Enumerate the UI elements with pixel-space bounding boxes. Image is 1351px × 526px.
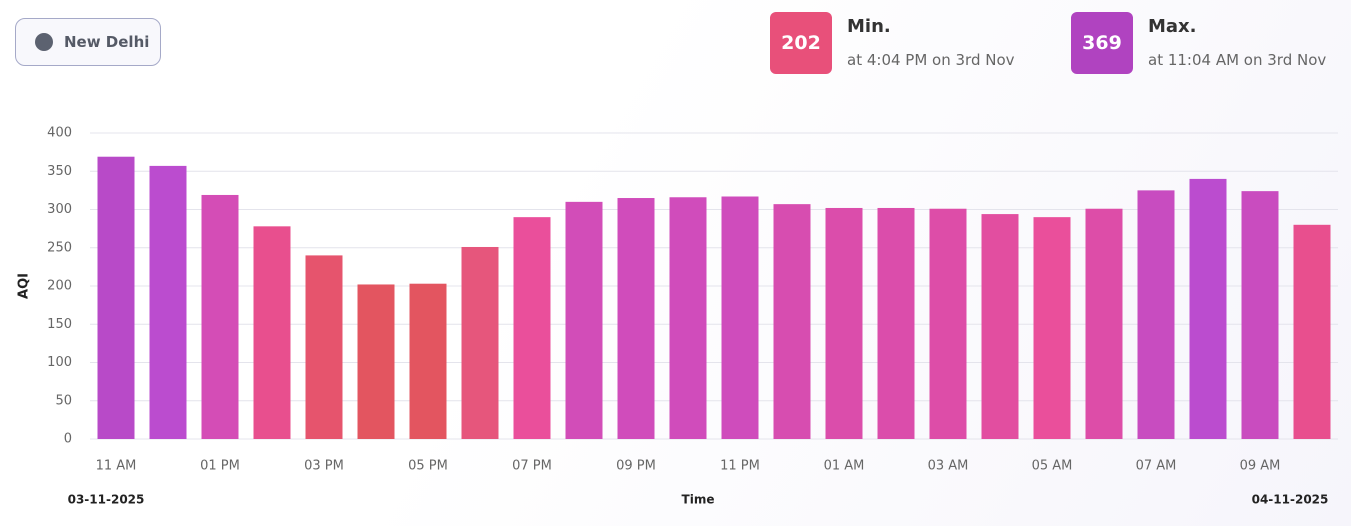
bar bbox=[1241, 191, 1279, 439]
y-axis-label: AQI bbox=[17, 273, 32, 299]
bar bbox=[357, 284, 395, 439]
y-tick-label: 0 bbox=[64, 432, 72, 447]
y-tick-label: 50 bbox=[55, 393, 72, 408]
location-button[interactable]: New Delhi bbox=[15, 18, 161, 66]
x-tick-label: 11 AM bbox=[96, 459, 137, 474]
bar bbox=[877, 207, 915, 439]
x-tick-label: 07 AM bbox=[1136, 459, 1177, 474]
location-dot bbox=[35, 33, 53, 51]
y-tick-label: 350 bbox=[47, 164, 72, 179]
bar bbox=[97, 156, 135, 439]
min-detail: at 4:04 PM on 3rd Nov bbox=[847, 51, 1015, 69]
bar bbox=[981, 214, 1019, 439]
bar bbox=[1085, 208, 1123, 439]
bar bbox=[565, 201, 603, 439]
min-stat: 202 Min. at 4:04 PM on 3rd Nov bbox=[770, 12, 1015, 74]
x-axis-label: Time bbox=[682, 493, 715, 507]
y-tick-label: 250 bbox=[47, 240, 72, 255]
bar bbox=[773, 204, 811, 439]
bar bbox=[201, 194, 239, 439]
bar bbox=[305, 255, 343, 439]
bar bbox=[409, 283, 447, 439]
bar bbox=[1189, 178, 1227, 439]
x-tick-label: 11 PM bbox=[720, 459, 760, 474]
bar bbox=[669, 197, 707, 439]
y-tick-label: 400 bbox=[47, 126, 72, 141]
x-tick-label: 03 PM bbox=[304, 459, 344, 474]
y-tick-label: 100 bbox=[47, 355, 72, 370]
bar bbox=[617, 198, 655, 439]
max-stat: 369 Max. at 11:04 AM on 3rd Nov bbox=[1071, 12, 1326, 74]
bar bbox=[1293, 224, 1331, 439]
y-tick-label: 300 bbox=[47, 202, 72, 217]
x-tick-label: 01 AM bbox=[824, 459, 865, 474]
bar bbox=[149, 165, 187, 439]
max-badge: 369 bbox=[1071, 12, 1133, 74]
location-name: New Delhi bbox=[64, 33, 150, 51]
x-tick-label: 05 PM bbox=[408, 459, 448, 474]
x-tick-label: 07 PM bbox=[512, 459, 552, 474]
bar bbox=[1033, 217, 1071, 439]
bar bbox=[929, 208, 967, 439]
min-label: Min. bbox=[847, 16, 891, 37]
max-detail: at 11:04 AM on 3rd Nov bbox=[1148, 51, 1327, 69]
x-tick-label: 05 AM bbox=[1032, 459, 1073, 474]
bar bbox=[253, 226, 291, 439]
end-date: 04-11-2025 bbox=[1252, 493, 1329, 507]
start-date: 03-11-2025 bbox=[68, 493, 145, 507]
max-label: Max. bbox=[1148, 16, 1197, 37]
x-tick-label: 09 PM bbox=[616, 459, 656, 474]
bar bbox=[825, 207, 863, 439]
bar bbox=[461, 246, 499, 439]
x-tick-label: 01 PM bbox=[200, 459, 240, 474]
y-tick-label: 200 bbox=[47, 279, 72, 294]
x-tick-label: 03 AM bbox=[928, 459, 969, 474]
bar bbox=[721, 196, 759, 439]
x-tick-label: 09 AM bbox=[1240, 459, 1281, 474]
y-tick-label: 150 bbox=[47, 317, 72, 332]
min-badge: 202 bbox=[770, 12, 832, 74]
bar bbox=[513, 217, 551, 439]
bar bbox=[1137, 190, 1175, 439]
